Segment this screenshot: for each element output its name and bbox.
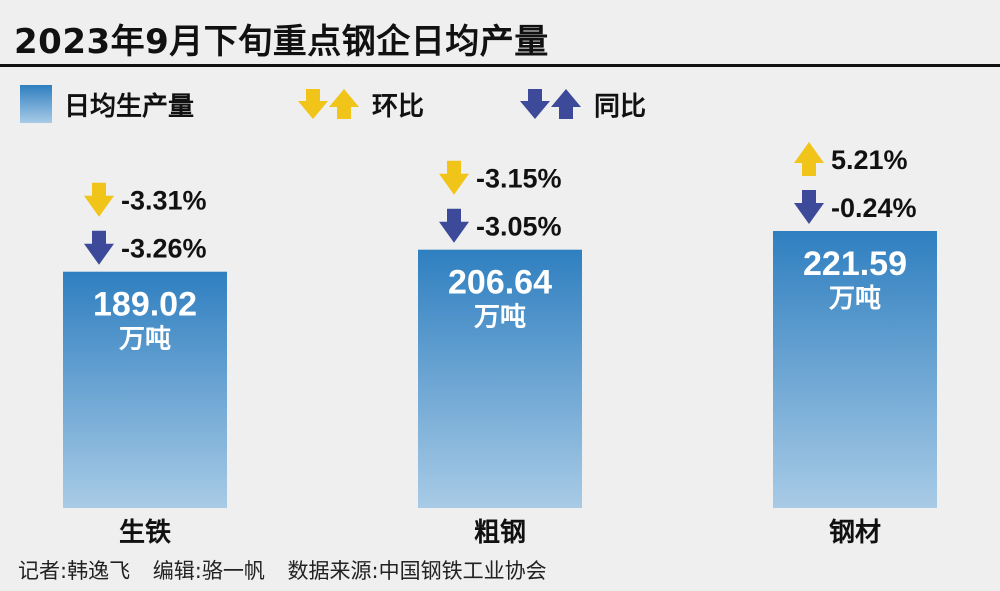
mom-arrows-icon xyxy=(298,89,359,119)
bar-0 xyxy=(63,271,227,508)
footer: 记者:韩逸飞 编辑:骆一帆 数据来源:中国钢铁工业协会 xyxy=(18,555,563,585)
legend-yoy-label: 同比 xyxy=(594,91,647,122)
unit-label-0: 万吨 xyxy=(119,325,171,355)
yoy-arrows-icon xyxy=(520,89,581,119)
legend-production-label: 日均生产量 xyxy=(64,91,195,122)
legend-mom: 环比 xyxy=(298,84,424,124)
category-label-0: 生铁 xyxy=(119,517,171,548)
legend-yoy: 同比 xyxy=(520,84,646,124)
value-label-0: 189.02 xyxy=(93,286,197,324)
mom-label-1: -3.15% xyxy=(476,164,562,194)
legend-production: 日均生产量 xyxy=(20,84,194,124)
value-label-2: 221.59 xyxy=(803,245,907,283)
category-label-2: 钢材 xyxy=(829,518,881,548)
unit-label-2: 万吨 xyxy=(829,284,881,314)
mom-label-2: 5.21% xyxy=(831,145,908,175)
yoy-label-0: -3.26% xyxy=(121,234,207,264)
unit-label-1: 万吨 xyxy=(474,303,526,333)
bar-2 xyxy=(773,231,937,508)
bar-1 xyxy=(418,249,582,508)
yoy-label-1: -3.05% xyxy=(476,212,562,242)
category-label-1: 粗钢 xyxy=(474,518,526,548)
yoy-arrow-1 xyxy=(439,208,469,243)
yoy-label-2: -0.24% xyxy=(831,193,917,223)
mom-arrow-1 xyxy=(439,160,469,195)
mom-arrow-0 xyxy=(84,182,114,217)
yoy-arrow-2 xyxy=(794,190,824,224)
footer-source: 数据来源:中国钢铁工业协会 xyxy=(287,559,547,583)
mom-label-0: -3.31% xyxy=(121,186,207,216)
yoy-arrow-0 xyxy=(84,230,114,265)
chart-title: 2023年9月下旬重点钢企日均产量 xyxy=(14,22,549,62)
footer-editor: 编辑:骆一帆 xyxy=(152,559,265,583)
footer-reporter: 记者:韩逸飞 xyxy=(18,559,131,583)
value-label-1: 206.64 xyxy=(448,264,552,302)
title-rule xyxy=(0,64,1000,67)
legend-mom-label: 环比 xyxy=(372,91,425,122)
mom-arrow-2 xyxy=(794,142,824,176)
legend-bar-swatch xyxy=(20,85,52,123)
